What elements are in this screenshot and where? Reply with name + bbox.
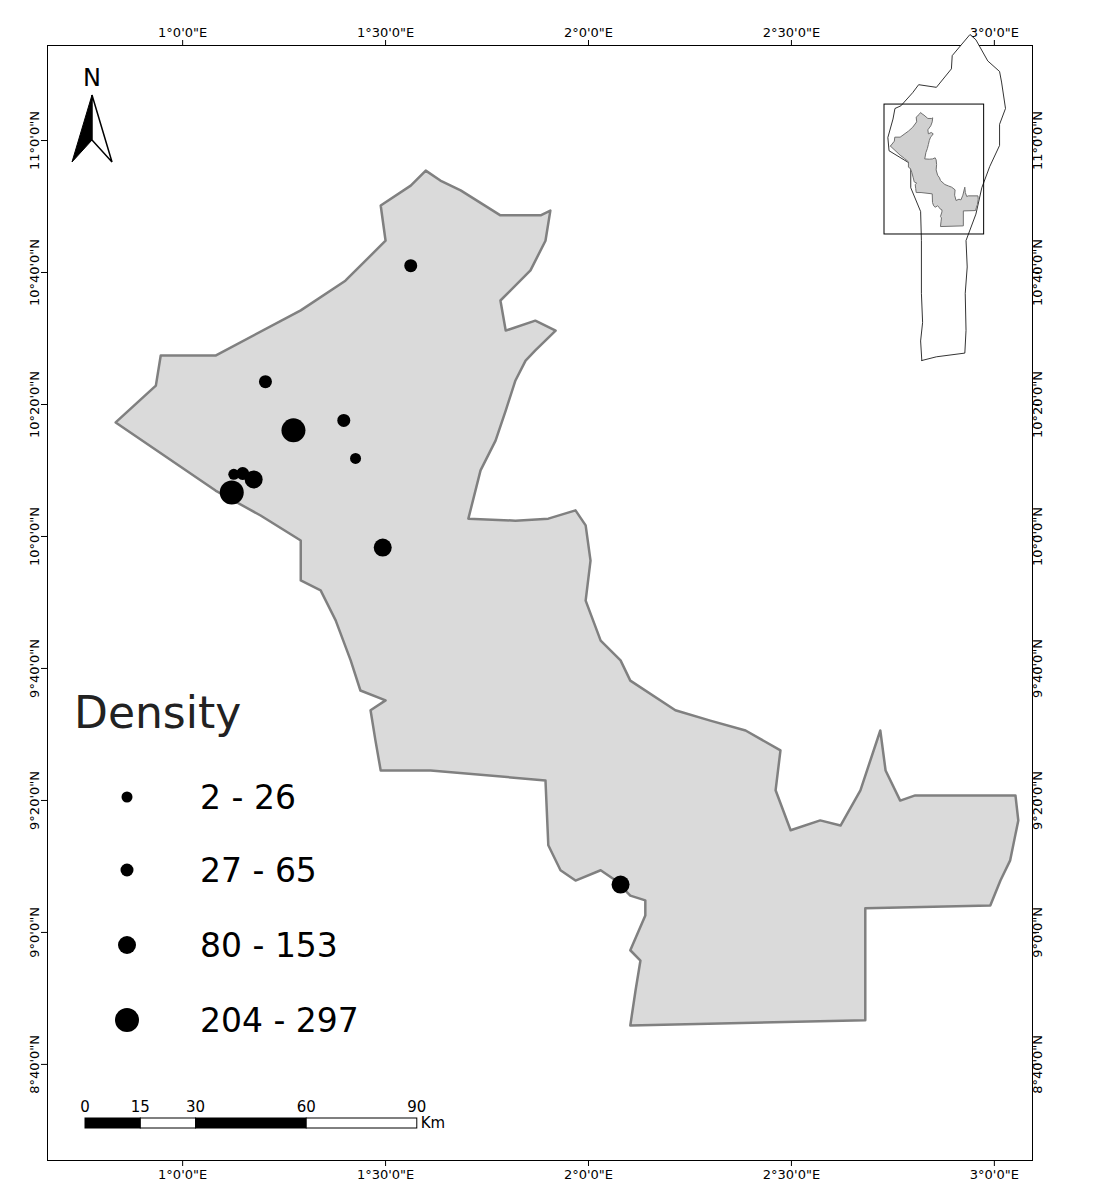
svg-text:9°20'0"N: 9°20'0"N [27, 771, 42, 830]
svg-text:10°20'0"N: 10°20'0"N [1030, 371, 1045, 438]
svg-text:Km: Km [421, 1114, 445, 1132]
svg-text:2°0'0"E: 2°0'0"E [564, 1167, 613, 1182]
svg-text:9°40'0"N: 9°40'0"N [27, 639, 42, 698]
svg-text:3°0'0"E: 3°0'0"E [970, 25, 1019, 40]
svg-text:1°30'0"E: 1°30'0"E [357, 25, 414, 40]
svg-text:15: 15 [131, 1098, 150, 1116]
svg-text:9°20'0"N: 9°20'0"N [1030, 771, 1045, 830]
svg-text:60: 60 [297, 1098, 316, 1116]
svg-text:10°40'0"N: 10°40'0"N [1030, 239, 1045, 306]
svg-text:90: 90 [407, 1098, 426, 1116]
svg-text:10°40'0"N: 10°40'0"N [27, 239, 42, 306]
svg-text:8°40'0"N: 8°40'0"N [1030, 1035, 1045, 1094]
svg-text:10°0'0"N: 10°0'0"N [1030, 507, 1045, 566]
svg-text:8°40'0"N: 8°40'0"N [27, 1035, 42, 1094]
svg-text:1°30'0"E: 1°30'0"E [357, 1167, 414, 1182]
svg-text:9°0'0"N: 9°0'0"N [1030, 907, 1045, 958]
svg-text:10°20'0"N: 10°20'0"N [27, 371, 42, 438]
svg-text:204 - 297: 204 - 297 [200, 1001, 359, 1040]
svg-text:27 - 65: 27 - 65 [200, 851, 317, 890]
svg-text:11°0'0"N: 11°0'0"N [1030, 111, 1045, 170]
svg-text:N: N [83, 64, 101, 92]
svg-text:2°30'0"E: 2°30'0"E [763, 25, 820, 40]
svg-text:2 - 26: 2 - 26 [200, 778, 296, 817]
svg-text:11°0'0"N: 11°0'0"N [27, 111, 42, 170]
svg-text:30: 30 [186, 1098, 205, 1116]
svg-text:9°40'0"N: 9°40'0"N [1030, 639, 1045, 698]
svg-text:1°0'0"E: 1°0'0"E [158, 1167, 207, 1182]
svg-text:2°30'0"E: 2°30'0"E [763, 1167, 820, 1182]
svg-text:Density: Density [74, 687, 241, 738]
svg-text:80 - 153: 80 - 153 [200, 926, 338, 965]
svg-text:9°0'0"N: 9°0'0"N [27, 907, 42, 958]
svg-text:10°0'0"N: 10°0'0"N [27, 507, 42, 566]
svg-text:2°0'0"E: 2°0'0"E [564, 25, 613, 40]
svg-text:0: 0 [80, 1098, 90, 1116]
svg-text:3°0'0"E: 3°0'0"E [970, 1167, 1019, 1182]
svg-text:1°0'0"E: 1°0'0"E [158, 25, 207, 40]
